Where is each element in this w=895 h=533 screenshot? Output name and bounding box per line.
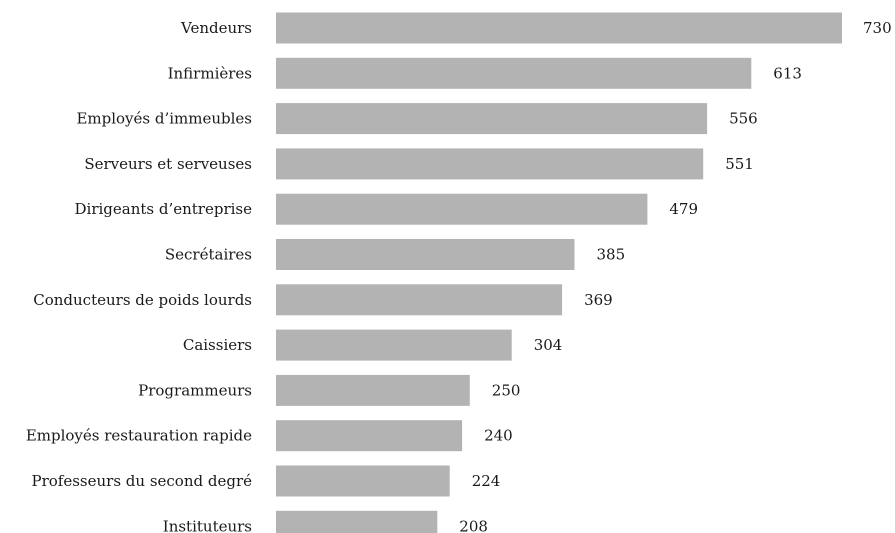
value-label-11: 208 bbox=[459, 517, 488, 533]
category-label-1: Infirmières bbox=[168, 64, 252, 82]
bar-4 bbox=[276, 193, 648, 225]
value-label-4: 479 bbox=[669, 200, 698, 218]
value-label-9: 240 bbox=[484, 427, 513, 445]
category-label-7: Caissiers bbox=[183, 336, 252, 354]
category-label-3: Serveurs et serveuses bbox=[84, 155, 252, 173]
category-labels: Vendeurs Infirmières Employés d’immeubles S… bbox=[26, 19, 252, 533]
bar-6 bbox=[276, 284, 563, 316]
value-labels: 730 613 556 551 479 385 369 304 250 240 224 208 bbox=[459, 19, 891, 533]
category-label-4: Dirigeants d’entreprise bbox=[75, 200, 253, 218]
category-label-0: Vendeurs bbox=[180, 19, 252, 37]
category-label-8: Programmeurs bbox=[138, 381, 252, 399]
value-label-5: 385 bbox=[597, 246, 626, 264]
category-label-5: Secrétaires bbox=[165, 246, 252, 264]
bars-group bbox=[276, 12, 842, 533]
bar-7 bbox=[276, 329, 512, 361]
bar-10 bbox=[276, 465, 450, 497]
bar-1 bbox=[276, 57, 752, 89]
bar-5 bbox=[276, 239, 575, 270]
bar-9 bbox=[276, 420, 463, 452]
category-label-11: Instituteurs bbox=[163, 517, 252, 533]
bar-3 bbox=[276, 148, 704, 180]
category-label-9: Employés restauration rapide bbox=[26, 427, 252, 445]
bar-8 bbox=[276, 374, 470, 406]
value-label-6: 369 bbox=[584, 291, 613, 309]
bar-0 bbox=[276, 12, 842, 44]
category-label-2: Employés d’immeubles bbox=[76, 110, 252, 128]
value-label-1: 613 bbox=[773, 64, 802, 82]
category-label-10: Professeurs du second degré bbox=[32, 472, 253, 490]
value-label-7: 304 bbox=[534, 336, 563, 354]
value-label-0: 730 bbox=[863, 19, 892, 37]
bar-11 bbox=[276, 510, 438, 533]
value-label-3: 551 bbox=[725, 155, 754, 173]
value-label-2: 556 bbox=[729, 110, 758, 128]
value-label-10: 224 bbox=[472, 472, 501, 490]
category-label-6: Conducteurs de poids lourds bbox=[33, 291, 252, 309]
bar-2 bbox=[276, 103, 708, 135]
value-label-8: 250 bbox=[492, 381, 521, 399]
